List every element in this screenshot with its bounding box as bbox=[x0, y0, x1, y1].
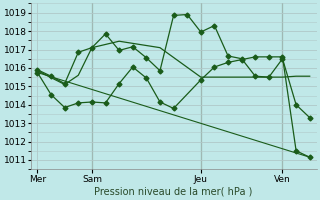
X-axis label: Pression niveau de la mer( hPa ): Pression niveau de la mer( hPa ) bbox=[94, 187, 253, 197]
